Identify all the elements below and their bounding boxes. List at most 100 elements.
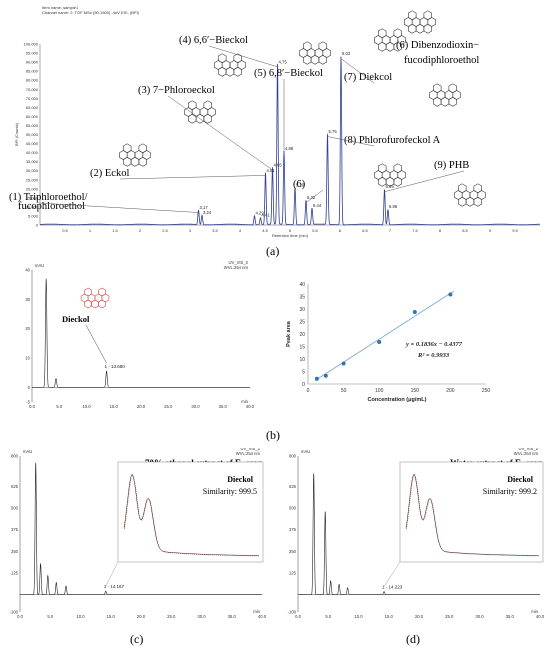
x-tick-label: 8 xyxy=(439,228,442,233)
chromatogram-c: -100 125 250 375 500 625 800 0.0 5.0 10.0 15.0 20.0… xyxy=(10,448,267,619)
ring-shape xyxy=(130,156,140,167)
x-tick-label: 5 xyxy=(289,228,292,233)
ring-shape xyxy=(225,66,235,77)
compound-label: (8) Phlorofurofeckol A xyxy=(344,135,441,146)
y-axis-label: BPI (Counts) xyxy=(14,122,19,146)
x-tick-label: 5.0 xyxy=(56,404,62,409)
structure-phlorofurofeckol xyxy=(374,163,406,187)
ring-shape xyxy=(393,28,403,39)
y-axis-label: mAU xyxy=(301,449,310,454)
x-axis-label: Retention time (min) xyxy=(272,233,309,238)
x-tick-label: 4.5 xyxy=(262,228,268,233)
peak-label: 1 - 13.680 xyxy=(105,364,126,369)
ring-shape xyxy=(377,28,387,39)
y-tick-label: 25 xyxy=(299,320,305,326)
r2-label: R² = 0.9933 xyxy=(417,352,450,359)
ring-shape xyxy=(84,287,92,297)
figure-label-b: (b) xyxy=(266,428,280,442)
x-tick-label: 6.5 xyxy=(362,228,368,233)
inset-leader xyxy=(105,561,119,587)
y-tick-label: 90,000 xyxy=(26,60,39,65)
wavelength-label: WVL:254 nm xyxy=(514,451,539,456)
y-tick-label: 45,000 xyxy=(26,141,39,146)
inset-leader xyxy=(383,561,401,587)
header-item: Item name: sample1 xyxy=(42,5,79,10)
dieckol-label: Dieckol xyxy=(62,314,90,324)
peak-label: 5.10 xyxy=(296,182,305,187)
wavelength-label: WVL:254 nm xyxy=(236,451,261,456)
y-tick-label: 10,000 xyxy=(26,204,39,209)
x-axis-label: min xyxy=(531,609,538,614)
x-axis-label: min xyxy=(253,609,260,614)
ring-shape xyxy=(218,53,227,64)
x-tick-label: 20.0 xyxy=(137,614,146,619)
ring-shape xyxy=(393,41,403,52)
y-tick-label: 65,000 xyxy=(26,105,39,110)
y-tick-label: 375 xyxy=(289,527,297,532)
y-tick-label: 125 xyxy=(11,571,19,576)
peak-label: 4.88 xyxy=(285,146,294,151)
y-tick-label: 35,000 xyxy=(26,159,39,164)
peak-label: 4.41 xyxy=(262,213,271,218)
structure-dieckol-b xyxy=(404,10,436,34)
y-tick-label: 0 xyxy=(302,382,305,388)
wavelength-label: WVL:254 nm xyxy=(224,265,249,270)
x-tick-label: 15.0 xyxy=(110,404,119,409)
ring-shape xyxy=(377,163,387,174)
y-tick-label: 20 xyxy=(299,332,305,338)
annotation-leader xyxy=(38,202,199,213)
x-tick-label: 15.0 xyxy=(385,614,394,619)
data-point xyxy=(323,373,328,378)
annotation-leader xyxy=(208,45,278,68)
data-point xyxy=(412,310,417,314)
y-tick-label: 0 xyxy=(28,385,31,390)
peak-label: 1 - 14.167 xyxy=(104,584,125,589)
ring-shape xyxy=(432,96,442,107)
annotation-leader xyxy=(167,95,273,171)
peak-label: 5.75 xyxy=(329,129,338,134)
y-axis-label: mAU xyxy=(23,449,32,454)
channel-label: UV_VIS_2 xyxy=(518,448,538,451)
x-tick-label: 40.0 xyxy=(246,404,255,409)
ring-shape xyxy=(302,54,312,65)
annotation-leader xyxy=(340,58,375,84)
compound-label: (6) xyxy=(293,179,306,190)
x-tick-label: 3.5 xyxy=(212,228,218,233)
chromatogram-trace xyxy=(20,462,262,595)
ring-shape xyxy=(407,23,417,34)
data-point xyxy=(341,361,346,366)
structure-phb xyxy=(454,183,486,207)
x-tick-label: 20.0 xyxy=(137,404,146,409)
x-tick-label: 6 xyxy=(339,228,342,233)
x-tick-label: 35.0 xyxy=(219,404,228,409)
ring-shape xyxy=(448,96,458,107)
peak-label: 6.02 xyxy=(342,51,351,56)
compound-label: (4) 6,6′−Bieckol xyxy=(179,35,248,46)
x-tick-label: 0.0 xyxy=(29,404,35,409)
inset-trace xyxy=(405,473,539,556)
ring-shape xyxy=(91,299,99,309)
y-tick-label: 50,000 xyxy=(26,132,39,137)
x-tick-label: 0.0 xyxy=(17,614,23,619)
inset-label: Dieckol xyxy=(227,475,254,484)
ring-shape xyxy=(423,23,433,34)
x-tick-label: 5.0 xyxy=(47,614,53,619)
y-tick-label: 375 xyxy=(11,527,19,532)
x-tick-label: 1.5 xyxy=(112,228,118,233)
figure-label-d: (d) xyxy=(406,632,420,646)
x-tick-label: 3 xyxy=(189,228,192,233)
ring-shape xyxy=(188,100,197,111)
y-tick-label: 10 xyxy=(299,357,305,363)
structure-dibenzodioxin xyxy=(429,83,461,107)
annotation-leader xyxy=(119,175,266,180)
x-tick-label: 30.0 xyxy=(475,614,484,619)
inset-box xyxy=(117,461,264,563)
ring-shape xyxy=(457,196,467,207)
chromatogram-b: -5 0 10 20 30 40 0.0 5.0 10.0 15.0 20.0 25.0 30.0 35.… xyxy=(25,260,255,409)
ring-shape xyxy=(377,176,387,187)
y-axis-label: Peak area xyxy=(286,320,292,347)
peak-label: 1 - 14.223 xyxy=(382,585,403,590)
x-tick-label: 35.0 xyxy=(506,614,515,619)
x-tick-label: 30.0 xyxy=(191,404,200,409)
y-tick-label: 75,000 xyxy=(26,87,39,92)
